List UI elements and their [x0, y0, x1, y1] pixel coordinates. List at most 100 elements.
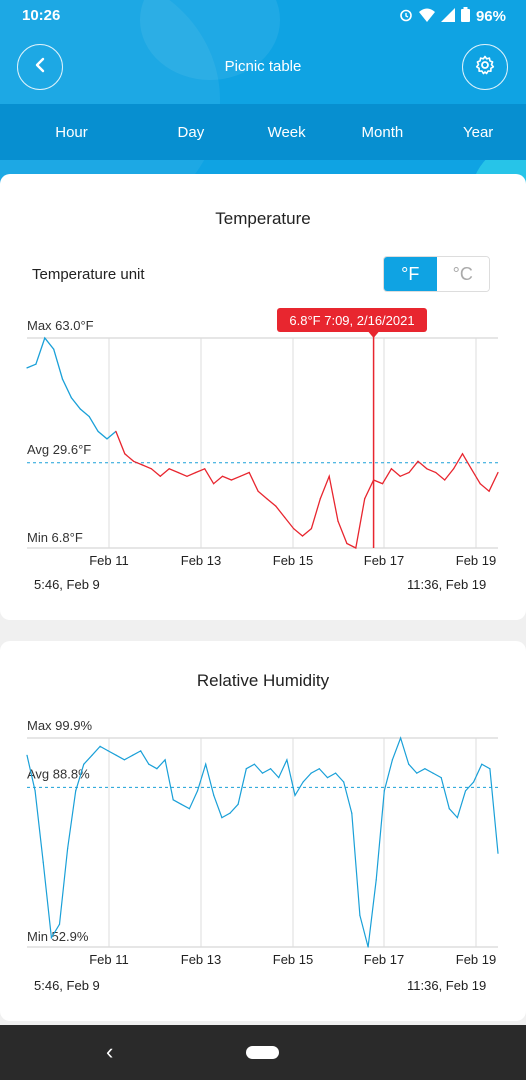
min-label: Min 52.9% — [27, 929, 89, 944]
data-point — [346, 542, 348, 545]
data-point — [124, 453, 126, 455]
data-point — [448, 808, 450, 810]
temperature-chart[interactable]: Feb 11 Feb 13 Feb 15 Feb 17 Feb 19 Max 63.0°F… — [0, 304, 526, 604]
data-point — [461, 453, 464, 455]
x-tick-label: Feb 17 — [364, 553, 404, 568]
data-point — [91, 754, 93, 756]
data-point — [381, 483, 384, 485]
data-point — [453, 468, 455, 470]
data-point — [88, 415, 90, 418]
data-point — [359, 914, 361, 916]
data-point — [275, 505, 277, 507]
humidity-title: Relative Humidity — [196, 671, 330, 690]
battery-icon — [460, 7, 470, 26]
data-point — [164, 759, 166, 761]
data-point — [159, 475, 161, 477]
data-point — [479, 483, 481, 485]
x-tick-label: Feb 11 — [89, 553, 129, 568]
data-point — [456, 817, 458, 819]
tab-month[interactable]: Month — [361, 123, 404, 141]
temperature-end-label: 11:36, Feb 19 — [407, 577, 487, 592]
data-point — [284, 516, 286, 518]
data-point — [180, 803, 182, 805]
data-point — [328, 475, 330, 477]
data-point — [424, 768, 426, 770]
x-tick-label: Feb 19 — [456, 553, 496, 568]
back-button[interactable] — [17, 44, 63, 90]
data-point — [58, 923, 61, 925]
data-point — [343, 781, 345, 783]
data-point — [132, 754, 134, 756]
data-point — [70, 397, 72, 399]
data-point — [432, 772, 434, 774]
alarm-icon — [399, 8, 413, 26]
data-point — [286, 759, 288, 761]
data-point — [294, 794, 296, 796]
gear-icon — [475, 55, 495, 80]
data-point — [168, 468, 170, 470]
data-point — [481, 763, 483, 765]
temperature-start-label: 5:46, Feb 9 — [34, 577, 100, 592]
humidity-card: Relative Humidity Feb 11 Feb 13 Feb 15 Feb … — [0, 641, 526, 1021]
tab-year[interactable]: Year — [462, 123, 494, 141]
temperature-selected-series-line — [115, 431, 499, 549]
tab-week[interactable]: Week — [267, 123, 306, 141]
data-point — [257, 490, 259, 492]
data-point — [367, 946, 369, 948]
temperature-card: Temperature Temperature unit °F °C Feb 1… — [0, 174, 526, 620]
data-point — [351, 812, 353, 814]
system-back-button[interactable]: ‹ — [106, 1039, 114, 1064]
data-point — [61, 378, 64, 380]
data-point — [278, 777, 280, 779]
data-point — [213, 483, 215, 485]
settings-button[interactable] — [462, 44, 508, 90]
data-point — [67, 848, 69, 850]
system-home-button[interactable] — [246, 1046, 279, 1059]
data-point — [53, 348, 55, 350]
chevron-left-icon — [33, 57, 47, 78]
data-point — [229, 812, 231, 814]
temperature-title: Temperature — [215, 209, 311, 228]
data-point — [310, 528, 312, 530]
wifi-icon — [418, 8, 435, 26]
data-point — [99, 745, 101, 747]
data-point — [426, 468, 428, 470]
avg-label: Avg 88.8% — [27, 766, 90, 781]
min-label: Min 6.8°F — [27, 530, 83, 545]
page-title: Picnic table — [224, 58, 302, 75]
data-point — [140, 750, 142, 752]
humidity-chart[interactable]: Feb 11 Feb 13 Feb 15 Feb 17 Feb 19 Max 99.9% A… — [0, 709, 526, 979]
humidity-start-label: 5:46, Feb 9 — [34, 978, 100, 993]
data-point — [473, 781, 475, 783]
temperature-unit-label: Temperature unit — [32, 266, 145, 283]
data-point — [172, 799, 174, 801]
celsius-option[interactable]: °C — [436, 257, 489, 291]
data-point — [390, 468, 392, 470]
data-point — [391, 759, 393, 761]
max-label: Max 63.0°F — [27, 318, 94, 333]
data-point — [221, 475, 224, 477]
tab-day[interactable]: Day — [177, 123, 205, 141]
data-point — [213, 794, 215, 796]
data-point — [335, 772, 337, 774]
data-point — [26, 367, 28, 369]
max-label: Max 99.9% — [27, 718, 92, 733]
data-point — [237, 803, 239, 805]
data-point — [310, 772, 312, 774]
data-point — [408, 763, 410, 765]
tooltip-pointer — [368, 332, 379, 338]
tab-hour[interactable]: Hour — [55, 123, 88, 141]
data-point — [35, 363, 37, 365]
data-point — [245, 768, 247, 770]
data-point — [239, 475, 241, 477]
data-point — [416, 772, 418, 774]
data-point — [488, 490, 490, 492]
humidity-end-label: 11:36, Feb 19 — [407, 978, 487, 993]
data-point — [253, 763, 255, 765]
data-point — [79, 408, 81, 410]
data-point — [83, 763, 85, 765]
data-point — [44, 337, 46, 339]
temperature-unit-toggle: °F °C — [383, 256, 490, 292]
data-point — [301, 535, 304, 537]
fahrenheit-option[interactable]: °F — [384, 257, 437, 291]
